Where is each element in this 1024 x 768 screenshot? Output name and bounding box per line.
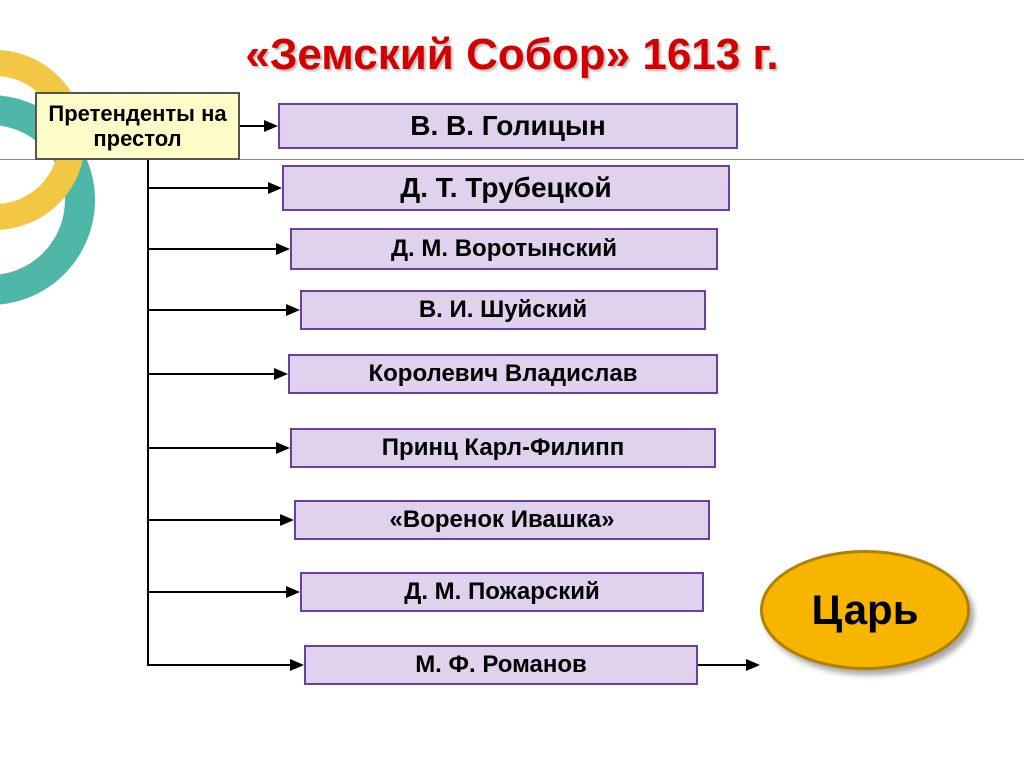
candidate-box: «Воренок Ивашка» <box>294 500 710 540</box>
candidate-box: Д. Т. Трубецкой <box>282 165 730 211</box>
connector-to-tsar <box>698 664 746 666</box>
slide-canvas: «Земский Собор» 1613 г. Претенденты на п… <box>0 0 1024 768</box>
connector-line <box>148 591 286 593</box>
arrow-icon <box>276 243 290 255</box>
connector-line <box>148 447 276 449</box>
arrow-icon <box>264 120 278 132</box>
candidate-box: Королевич Владислав <box>288 354 718 394</box>
candidate-label: Королевич Владислав <box>368 360 637 388</box>
candidate-box: Д. М. Воротынский <box>290 228 718 270</box>
slide-title: «Земский Собор» 1613 г. <box>0 30 1024 80</box>
arrow-icon <box>268 182 282 194</box>
candidate-box: М. Ф. Романов <box>304 645 698 685</box>
connector-line <box>148 664 290 666</box>
candidate-box: Д. М. Пожарский <box>300 572 704 612</box>
arrow-icon <box>286 586 300 598</box>
candidate-label: Д. М. Пожарский <box>404 578 600 606</box>
candidate-label: Д. М. Воротынский <box>391 235 617 263</box>
candidate-label: «Воренок Ивашка» <box>390 506 615 534</box>
arrow-icon <box>286 304 300 316</box>
tsar-label: Царь <box>811 586 918 634</box>
tsar-ellipse: Царь <box>760 550 970 670</box>
candidate-label: В. В. Голицын <box>410 110 605 142</box>
connector-line <box>240 125 264 127</box>
connector-line <box>148 519 280 521</box>
source-label: Претенденты на престол <box>37 101 238 152</box>
connector-line <box>148 187 268 189</box>
candidate-label: М. Ф. Романов <box>415 651 587 679</box>
arrow-icon <box>276 442 290 454</box>
candidate-label: Принц Карл-Филипп <box>382 434 624 462</box>
candidate-label: Д. Т. Трубецкой <box>400 172 611 204</box>
candidate-box: В. И. Шуйский <box>300 290 706 330</box>
connector-line <box>148 248 276 250</box>
candidate-box: В. В. Голицын <box>278 103 738 149</box>
source-box: Претенденты на престол <box>35 92 240 160</box>
arrow-icon <box>290 659 304 671</box>
candidate-box: Принц Карл-Филипп <box>290 428 716 468</box>
arrow-icon <box>274 368 288 380</box>
arrow-icon <box>746 659 760 671</box>
connector-line <box>148 309 286 311</box>
arrow-icon <box>280 514 294 526</box>
connector-line <box>148 373 274 375</box>
candidate-label: В. И. Шуйский <box>419 296 587 324</box>
